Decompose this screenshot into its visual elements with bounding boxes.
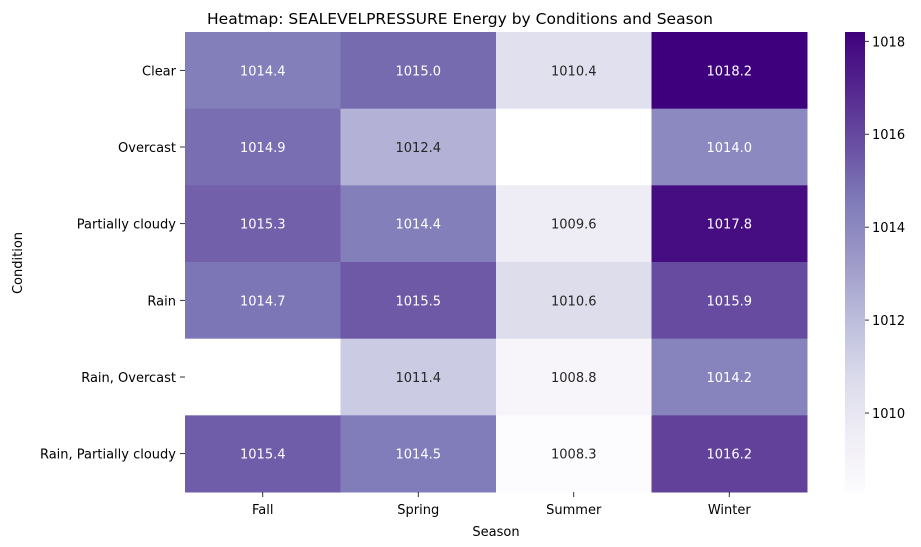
colorbar-tick-label: 1012 bbox=[872, 314, 905, 329]
colorbar-scale bbox=[845, 32, 865, 492]
colorbar-tick-label: 1014 bbox=[872, 221, 905, 236]
heatmap-cell-empty bbox=[496, 108, 652, 186]
cell-value-label: 1012.4 bbox=[396, 141, 442, 156]
cell-value-label: 1014.9 bbox=[240, 141, 286, 156]
heatmap-cell bbox=[340, 32, 497, 110]
heatmap-cell bbox=[496, 262, 652, 340]
cell-value-label: 1015.5 bbox=[396, 294, 442, 309]
cell-value-label: 1015.0 bbox=[396, 64, 442, 79]
heatmap-cell bbox=[496, 32, 652, 110]
heatmap-cell-empty bbox=[185, 338, 341, 416]
heatmap-cell bbox=[651, 32, 808, 110]
heatmap-cells: 1014.4 1015.0 1010.4 1018.2 1014.9 1012.4 1014… bbox=[185, 32, 808, 493]
x-tick-label: Fall bbox=[252, 503, 273, 518]
cell-value-label: 1011.4 bbox=[396, 371, 442, 386]
cell-value-label: 1010.4 bbox=[551, 64, 597, 79]
heatmap-cell bbox=[340, 338, 497, 416]
heatmap-cell bbox=[651, 108, 808, 186]
heatmap-cell bbox=[340, 108, 497, 186]
heatmap-cell bbox=[651, 185, 808, 263]
heatmap-cell bbox=[496, 185, 652, 263]
cell-value-label: 1014.5 bbox=[396, 448, 442, 463]
x-tick-label: Summer bbox=[546, 503, 602, 518]
y-tick-label: Clear bbox=[142, 64, 177, 79]
cell-value-label: 1014.0 bbox=[707, 141, 753, 156]
cell-value-label: 1014.7 bbox=[240, 294, 286, 309]
y-axis: Clear Overcast Partially cloudy Rain Rain, O… bbox=[40, 64, 185, 463]
heatmap-cell bbox=[185, 185, 341, 263]
heatmap-cell bbox=[496, 415, 652, 493]
cell-value-label: 1016.2 bbox=[707, 448, 753, 463]
colorbar-tick-label: 1016 bbox=[872, 128, 905, 143]
chart-title: Heatmap: SEALEVELPRESSURE Energy by Cond… bbox=[207, 10, 713, 28]
heatmap-cell bbox=[185, 108, 341, 186]
heatmap-cell bbox=[651, 262, 808, 340]
x-tick-label: Spring bbox=[397, 503, 439, 518]
cell-value-label: 1014.4 bbox=[396, 218, 442, 233]
heatmap-cell bbox=[340, 415, 497, 493]
heatmap-cell bbox=[496, 338, 652, 416]
heatmap-cell bbox=[340, 262, 497, 340]
heatmap-cell bbox=[651, 338, 808, 416]
x-axis: Fall Spring Summer Winter bbox=[252, 492, 751, 518]
x-axis-label: Season bbox=[472, 525, 519, 540]
cell-value-label: 1008.8 bbox=[551, 371, 597, 386]
cell-value-label: 1014.2 bbox=[707, 371, 753, 386]
colorbar-tick-label: 1018 bbox=[872, 35, 905, 50]
cell-value-label: 1010.6 bbox=[551, 294, 597, 309]
cell-value-label: 1015.4 bbox=[240, 448, 286, 463]
y-tick-label: Partially cloudy bbox=[77, 218, 176, 233]
y-tick-label: Overcast bbox=[118, 141, 176, 156]
y-tick-label: Rain, Overcast bbox=[81, 371, 176, 386]
cell-value-label: 1015.9 bbox=[707, 294, 753, 309]
y-tick-label: Rain bbox=[147, 294, 176, 309]
heatmap-cell bbox=[185, 415, 341, 493]
cell-value-label: 1018.2 bbox=[707, 64, 753, 79]
colorbar-tick-label: 1010 bbox=[872, 407, 905, 422]
x-tick-label: Winter bbox=[708, 503, 752, 518]
cell-value-label: 1009.6 bbox=[551, 218, 597, 233]
colorbar: 1010 1012 1014 1016 1018 bbox=[845, 32, 905, 492]
cell-value-label: 1014.4 bbox=[240, 64, 286, 79]
cell-value-label: 1015.3 bbox=[240, 218, 286, 233]
y-tick-label: Rain, Partially cloudy bbox=[40, 448, 176, 463]
heatmap-cell bbox=[651, 415, 808, 493]
y-axis-label: Condition bbox=[11, 232, 26, 294]
heatmap-cell bbox=[340, 185, 497, 263]
cell-value-label: 1008.3 bbox=[551, 448, 597, 463]
heatmap-cell bbox=[185, 32, 341, 110]
heatmap-cell bbox=[185, 262, 341, 340]
cell-value-label: 1017.8 bbox=[707, 218, 753, 233]
